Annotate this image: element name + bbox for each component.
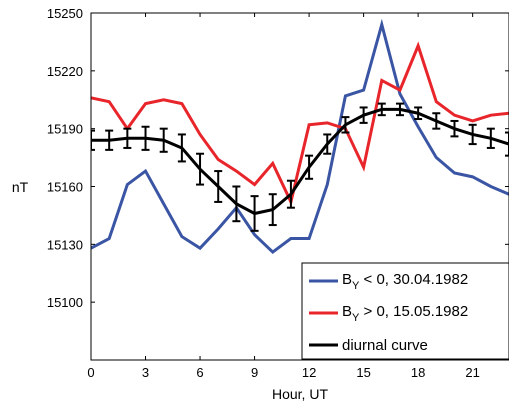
y-tick-label: 15160 bbox=[47, 180, 83, 195]
x-tick-label: 18 bbox=[411, 365, 425, 380]
y-tick-label: 15130 bbox=[47, 237, 83, 252]
legend-subscript-series-1: Y bbox=[352, 280, 360, 292]
x-tick-label: 9 bbox=[251, 365, 258, 380]
x-axis-label: Hour, UT bbox=[272, 386, 328, 402]
legend-label-series-3: diurnal curve bbox=[342, 337, 428, 354]
x-tick-label: 21 bbox=[465, 365, 479, 380]
y-tick-label: 15220 bbox=[47, 64, 83, 79]
x-tick-label: 0 bbox=[87, 365, 94, 380]
series-layer bbox=[91, 18, 509, 254]
legend-subscript-series-2: Y bbox=[352, 312, 360, 324]
y-tick-label: 15190 bbox=[47, 122, 83, 137]
series-line-1 bbox=[91, 18, 509, 254]
series-line-3 bbox=[91, 107, 509, 216]
y-tick-label: 15100 bbox=[47, 295, 83, 310]
series-line-2 bbox=[91, 41, 509, 207]
legend-label-series-1: BY < 0, 30.04.1982 bbox=[342, 271, 468, 292]
x-tick-label: 12 bbox=[302, 365, 316, 380]
ticks-layer: 0 3 6 9 12 15 18 21 15100 15130 15160 15190 15220 152… bbox=[47, 6, 509, 380]
y-axis-label: nT bbox=[12, 179, 29, 195]
legend: BY < 0, 30.04.1982 BY > 0, 15.05.1982 di… bbox=[301, 262, 509, 360]
x-tick-label: 6 bbox=[196, 365, 203, 380]
y-tick-label: 15250 bbox=[47, 6, 83, 21]
legend-box bbox=[301, 262, 509, 360]
legend-label-series-2: BY > 0, 15.05.1982 bbox=[342, 303, 468, 324]
x-tick-label: 3 bbox=[142, 365, 149, 380]
x-tick-label: 15 bbox=[356, 365, 370, 380]
